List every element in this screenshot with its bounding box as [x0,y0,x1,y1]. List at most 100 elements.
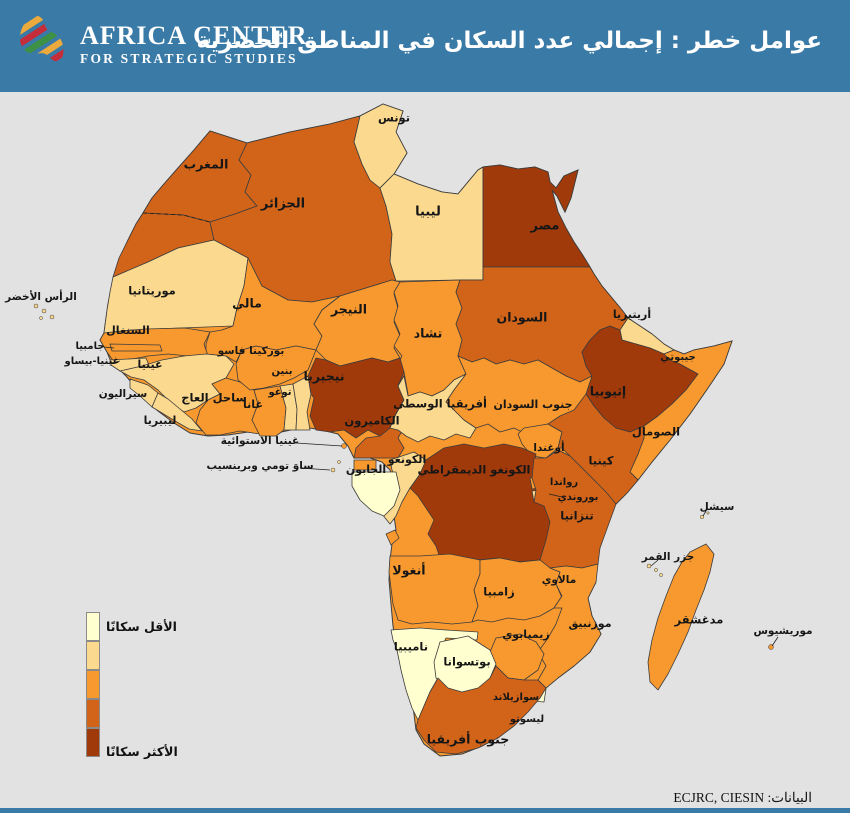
country-label-tanzania: تنزانيا [560,509,593,523]
country-label-sudan: السودان [497,310,548,325]
legend: الأقل سكانًا الأكثر سكانًا [86,612,306,762]
island-seychelles [706,511,710,515]
country-equatorial-guinea [353,459,377,471]
island-sao-tome [337,460,341,464]
country-label-rwanda: رواندا [550,477,579,488]
country-label-eritrea: أريتيريا [613,307,651,321]
africa-center-logo [18,10,70,74]
country-label-benin: بنين [272,366,293,377]
country-car [389,373,477,443]
country-label-south-africa: جنوب أفريقيا [427,731,510,747]
country-label-zambia: زامبيا [483,585,514,599]
legend-most-label: الأكثر سكانًا [106,744,178,759]
country-madagascar [647,543,715,691]
country-label-ivory-coast: ساحل العاج [181,391,247,406]
country-label-algeria: الجزائر [260,197,305,212]
country-label-egypt: مصر [530,219,560,234]
brand-line2: FOR STRATEGIC STUDIES [80,51,298,66]
country-label-seychelles: سيشل [700,501,735,513]
source-label: البيانات: [767,790,812,805]
legend-color-scale [86,612,100,757]
country-angola [385,529,400,546]
country-label-somalia: الصومال [632,425,680,440]
country-label-south-sudan: جنوب السودان [494,398,573,411]
label-leader-line [110,360,121,364]
country-label-namibia: ناميبيا [394,640,428,654]
country-label-senegal: السنغال [106,324,149,337]
country-liberia [151,392,203,432]
label-leader-line [295,442,343,447]
logo-stripe-5 [18,13,70,74]
country-label-angola: أنغولا [392,562,425,578]
country-label-gabon: الجابون [346,463,386,476]
country-south-africa [415,665,547,755]
country-label-ethiopia: إثيوبيا [590,384,626,399]
country-burkina-faso [235,345,317,391]
island-comoros [646,563,652,569]
island-cape-verde [39,316,43,320]
country-label-drc: الكونغو الديمقراطي [418,463,531,478]
country-label-equatorial-guinea: غينيا الاستوائية [221,435,299,447]
country-label-car: أفريقيا الوسطى [393,396,487,412]
country-zambia [471,557,563,623]
country-label-sao-tome: ساوَ تومي وبرينسيب [206,460,313,472]
country-label-mauritania: موريتانيا [128,284,176,299]
label-leader-line [650,559,659,567]
country-label-djibouti: جيبوتي [660,352,696,363]
country-label-malawi: مالاوي [542,574,576,586]
country-label-guinea-bissau: غينيا-بيساو [64,356,120,367]
label-leader-line [548,493,563,498]
brand: AFRICA CENTER FOR STRATEGIC STUDIES [18,10,308,78]
page-title: عوامل خطر : إجمالي عدد السكان في المناطق… [196,28,822,54]
country-label-zimbabwe: زيمبابوي [502,628,550,641]
label-leader-line [103,346,115,349]
header: AFRICA CENTER FOR STRATEGIC STUDIES عوام… [0,0,850,93]
bottom-strip [0,808,850,813]
country-label-swaziland: سوازيلاند [493,692,539,703]
island-cape-verde [49,314,55,320]
country-label-liberia: ليبيريا [144,414,177,427]
legend-swatch-4 [86,699,100,728]
legend-swatch-5 [86,728,100,757]
country-label-morocco: المغرب [184,157,229,172]
country-label-madagascar: مدغشقر [674,613,724,627]
country-label-botswana: بوتسوانا [443,655,490,670]
country-label-libya: ليبيا [415,205,441,220]
country-label-congo: الكونغو [387,453,426,466]
disputed-border-western-sahara [142,212,211,223]
legend-swatch-2 [86,641,100,670]
country-gambia [109,343,163,352]
country-label-mali: مالي [232,296,262,311]
country-label-mauritius: موريشيوس [753,625,812,637]
africa-map-svg: المغرب الجزائر تونس ليبيا مصر موريتانيا مالي ال… [0,92,850,808]
country-label-guinea: غينيا [137,358,162,371]
island-comoros [659,573,663,577]
island-equatorial-guinea [341,443,347,449]
country-label-burundi: بوروندي [558,492,599,503]
country-label-ghana: غانا [243,398,263,411]
country-gabon [351,471,401,517]
brand-text: AFRICA CENTER FOR STRATEGIC STUDIES [80,21,308,67]
country-label-burkina-faso: بوركينا فاسو [217,345,285,357]
label-leader-line [771,636,779,647]
africa-map: المغرب الجزائر تونس ليبيا مصر موريتانيا مالي ال… [0,92,850,808]
country-label-comoros: جزر القمر [641,551,694,563]
country-label-gambia: جامبيا [75,341,104,352]
country-label-cameroon: الكاميرون [344,414,399,429]
data-source: البيانات: ECJRC, CIESIN [673,790,812,806]
country-label-uganda: أوغندا [533,440,564,454]
country-kenya [547,393,645,505]
source-value: ECJRC, CIESIN [673,790,765,805]
country-label-nigeria: نيجيريا [303,369,344,384]
country-label-sierra-leone: سيراليون [99,388,148,400]
legend-least-label: الأقل سكانًا [106,619,177,634]
label-leader-line [299,467,331,471]
island-seychelles [699,514,705,520]
legend-swatch-1 [86,612,100,641]
legend-swatch-3 [86,670,100,699]
country-label-cape-verde: الرأس الأخضر [4,289,77,303]
island-cape-verde [41,308,47,314]
logo-stripe-2 [18,10,70,56]
country-egypt [482,164,591,268]
country-label-togo: توغو [267,387,291,398]
